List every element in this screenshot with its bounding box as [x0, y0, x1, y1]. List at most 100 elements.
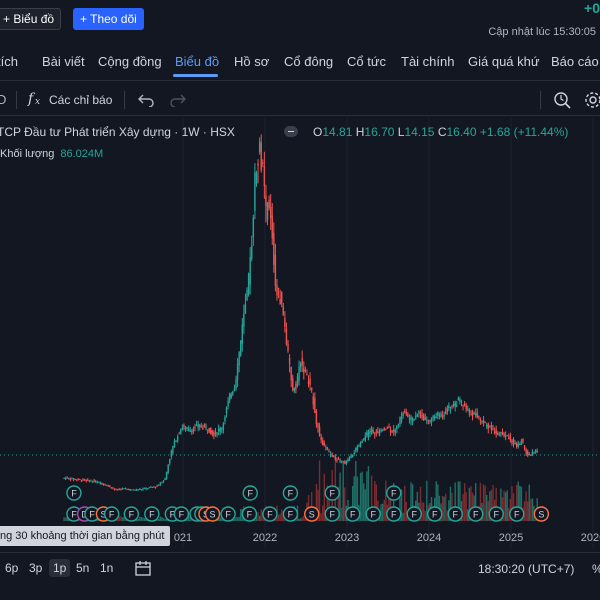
volume-bar	[523, 501, 526, 521]
candle-body	[194, 426, 196, 428]
undo-icon[interactable]	[138, 93, 154, 107]
volume-bar	[355, 460, 357, 521]
candle-body	[482, 419, 485, 423]
quick-search-icon[interactable]	[553, 91, 571, 109]
candle-body	[429, 420, 431, 422]
candle-body	[126, 489, 128, 491]
candle-body	[199, 424, 201, 427]
event-marker-circle	[282, 485, 299, 501]
event-marker-label: F	[267, 510, 273, 520]
tab-shareholders[interactable]: Cổ đông	[284, 54, 334, 69]
candle-body	[367, 431, 370, 437]
x-axis-tick-label: 2023	[335, 532, 359, 544]
collapse-legend-icon[interactable]	[284, 126, 298, 137]
range-1p[interactable]: 1p	[49, 559, 71, 577]
candle-body	[290, 366, 292, 381]
tab-analysis[interactable]: tích	[0, 54, 18, 69]
candle-body	[87, 479, 89, 481]
indicators-button[interactable]: Các chỉ báo	[49, 93, 113, 107]
percent-toggle[interactable]: %	[592, 562, 600, 576]
close-key: C	[437, 125, 447, 139]
x-axis-tick-label: 2024	[417, 532, 441, 544]
chart-button[interactable]: + Biểu đồ	[0, 8, 62, 30]
event-marker-circle	[324, 485, 340, 501]
candle-body	[235, 379, 237, 389]
candle-body	[176, 436, 179, 441]
range-6p[interactable]: 6p	[5, 561, 19, 575]
event-marker-circle	[324, 506, 340, 522]
candle-body	[224, 416, 226, 421]
volume-bar	[235, 516, 237, 521]
event-marker-circle	[204, 506, 221, 522]
calendar-range-icon[interactable]	[134, 560, 152, 578]
tab-articles[interactable]: Bài viết	[42, 54, 85, 69]
candle-body	[478, 415, 480, 417]
tab-chart[interactable]: Biểu đồ	[175, 54, 220, 69]
volume-bar	[143, 518, 146, 521]
candle-body	[433, 416, 436, 419]
volume-bar	[421, 502, 423, 521]
candle-body	[285, 328, 288, 345]
volume-bar	[162, 518, 165, 521]
candle-body	[405, 412, 407, 415]
volume-bar	[504, 492, 507, 521]
candle-body	[353, 452, 355, 454]
candle-body	[310, 387, 313, 390]
volume-bar	[399, 497, 401, 521]
tab-price-history[interactable]: Giá quá khứ	[468, 54, 540, 69]
candle-body	[186, 427, 188, 429]
tab-profile[interactable]: Hồ sơ	[234, 54, 270, 69]
candle-body	[467, 409, 469, 411]
volume-bar	[240, 509, 242, 521]
candle-body	[320, 436, 322, 440]
candle-body	[295, 383, 297, 390]
volume-bar	[517, 481, 519, 521]
volume-bar	[465, 492, 467, 521]
volume-bar	[531, 498, 534, 521]
volume-bar	[186, 517, 188, 521]
tab-dividends[interactable]: Cổ tức	[347, 54, 387, 69]
volume-bar	[445, 493, 447, 521]
chart-toolbar: D f x Các chỉ báo	[0, 85, 600, 116]
candle-body	[154, 487, 157, 489]
fx-icon[interactable]: f	[28, 91, 34, 107]
candle-body	[265, 195, 267, 206]
interval-button[interactable]: D	[0, 92, 7, 107]
event-marker-label: F	[432, 510, 438, 520]
candle-body	[413, 418, 415, 420]
tab-community[interactable]: Cộng đồng	[98, 54, 162, 69]
candle-body	[205, 426, 207, 429]
candle-body	[83, 479, 86, 481]
event-marker-circle	[345, 506, 361, 522]
range-5n[interactable]: 5n	[76, 561, 90, 575]
tab-reports[interactable]: Báo cáo	[551, 54, 599, 69]
candle-body	[445, 411, 447, 414]
symbol-title: TCP Đầu tư Phát triển Xây dựng · 1W · HS…	[0, 125, 235, 139]
range-3p[interactable]: 3p	[29, 561, 43, 575]
candle-body	[323, 443, 325, 446]
event-marker-label: S	[210, 510, 216, 520]
volume-bar	[482, 484, 485, 521]
clock-timezone[interactable]: 18:30:20 (UTC+7)	[478, 562, 575, 576]
high-value: 16.70	[364, 125, 395, 139]
candle-body	[98, 481, 100, 483]
candle-body	[400, 416, 403, 421]
candle-body	[503, 433, 505, 437]
follow-button[interactable]: + Theo dõi	[73, 8, 144, 30]
range-1n[interactable]: 1n	[100, 561, 114, 575]
candle-body	[221, 428, 223, 430]
candle-body	[438, 415, 441, 417]
candle-body	[274, 254, 277, 286]
candle-body	[227, 400, 229, 406]
price-chart[interactable]: FDFSFFFFFFFSSFFFFSFFFFFFFFFFSFFFFF021202…	[0, 118, 600, 550]
volume-bar	[500, 488, 502, 521]
section-nav: tích Bài viết Cộng đồng Biểu đồ Hồ sơ Cổ…	[0, 46, 600, 81]
candle-body	[225, 407, 228, 414]
tab-financials[interactable]: Tài chính	[401, 54, 455, 69]
candle-body	[484, 421, 486, 423]
redo-icon[interactable]	[170, 93, 186, 107]
settings-gear-icon[interactable]	[584, 91, 600, 109]
volume-bar	[508, 508, 510, 521]
event-marker-label: S	[309, 510, 315, 520]
candle-body	[90, 480, 92, 482]
